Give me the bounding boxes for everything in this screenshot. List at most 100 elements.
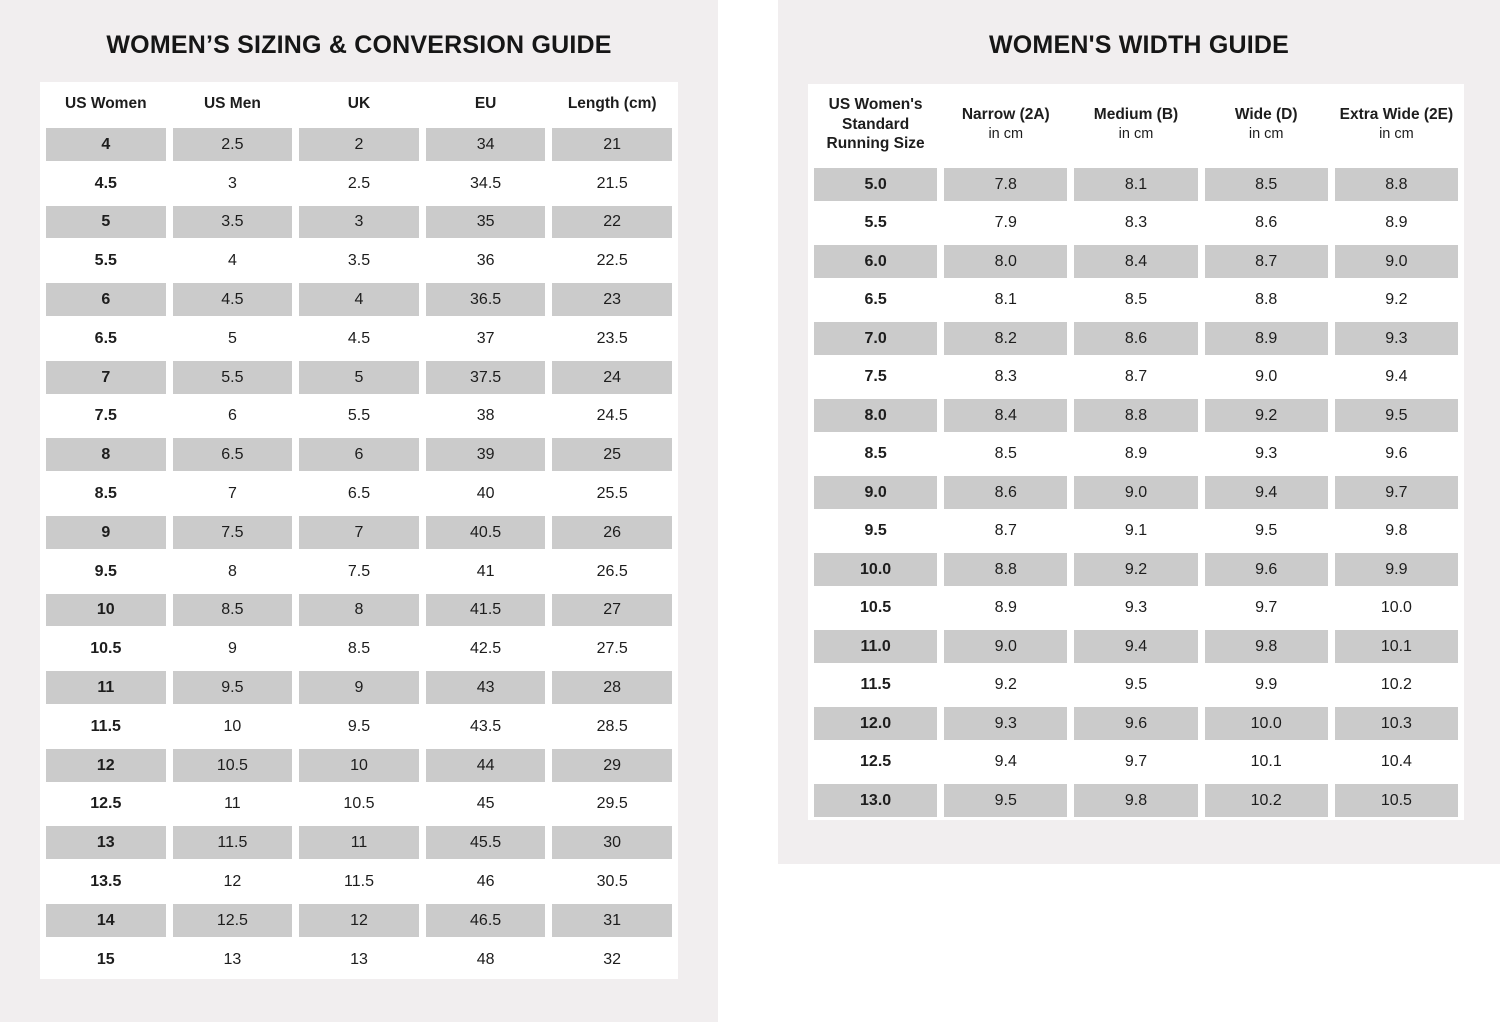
table-row: 11.5 9.2 9.5 9.9 10.2 bbox=[808, 666, 1464, 705]
table-cell: 9.7 bbox=[1334, 476, 1458, 509]
table-row: 10.5 9 8.5 42.5 27.5 bbox=[40, 629, 678, 668]
table-row: 14 12.5 12 46.5 31 bbox=[40, 901, 678, 940]
table-cell: 7.8 bbox=[944, 168, 1068, 201]
table-cell: 9 bbox=[299, 671, 419, 704]
table-cell: 39 bbox=[425, 438, 546, 472]
table-cell: 9.0 bbox=[814, 476, 938, 509]
table-row: 6.0 8.0 8.4 8.7 9.0 bbox=[808, 242, 1464, 281]
table-cell: 43 bbox=[425, 671, 546, 704]
table-cell: 8 bbox=[46, 438, 166, 472]
table-cell: 12 bbox=[223, 872, 242, 890]
table-cell: 28 bbox=[552, 671, 672, 704]
table-cell: 9.5 bbox=[347, 717, 371, 735]
table-row: 5.0 7.8 8.1 8.5 8.8 bbox=[808, 165, 1464, 204]
table-cell: 37.5 bbox=[425, 360, 546, 394]
table-cell: 9.2 bbox=[1074, 553, 1198, 586]
table-cell: 10 bbox=[223, 717, 242, 735]
table-row: 12.0 9.3 9.6 10.0 10.3 bbox=[808, 704, 1464, 743]
table-cell: 8.4 bbox=[944, 399, 1068, 432]
table-cell: 5.5 bbox=[347, 407, 371, 425]
table-cell: 34 bbox=[425, 128, 546, 161]
table-cell: 8.5 bbox=[864, 445, 887, 463]
table-cell: 32 bbox=[603, 950, 622, 968]
table-cell: 9.2 bbox=[1204, 399, 1328, 432]
table-cell: 4 bbox=[46, 128, 166, 161]
table-cell: 46.5 bbox=[425, 903, 546, 937]
table-cell: 8.6 bbox=[1074, 322, 1198, 355]
table-row: 7 5.5 5 37.5 24 bbox=[40, 358, 678, 397]
table-cell: 40.5 bbox=[425, 515, 546, 549]
table-cell: 46 bbox=[476, 872, 495, 890]
table-cell: 7 bbox=[227, 484, 237, 502]
table-cell: 23.5 bbox=[596, 329, 628, 347]
table-cell: 12.5 bbox=[90, 795, 122, 813]
table-cell: 8.9 bbox=[1124, 445, 1148, 463]
table-cell: 15 bbox=[96, 950, 115, 968]
table-cell: 10.0 bbox=[1380, 599, 1412, 617]
column-header-label: Extra Wide (2E) bbox=[1339, 105, 1454, 123]
table-cell: 6.0 bbox=[814, 245, 938, 278]
column-header: US Men bbox=[173, 82, 293, 125]
table-cell: 8.9 bbox=[994, 599, 1017, 617]
table-cell: 9.0 bbox=[944, 630, 1068, 663]
table-row: 5 3.5 3 35 22 bbox=[40, 203, 678, 242]
table-cell: 9.2 bbox=[994, 676, 1017, 694]
table-cell: 25.5 bbox=[596, 484, 628, 502]
table-row: 8.5 7 6.5 40 25.5 bbox=[40, 474, 678, 513]
table-cell: 5.5 bbox=[94, 252, 117, 270]
table-row: 5.5 7.9 8.3 8.6 8.9 bbox=[808, 204, 1464, 243]
table-cell: 5 bbox=[227, 329, 237, 347]
column-header-label: US Women bbox=[65, 94, 147, 112]
table-cell: 9.3 bbox=[944, 707, 1068, 740]
table-cell: 3 bbox=[227, 174, 237, 192]
table-cell: 30 bbox=[552, 826, 672, 860]
table-cell: 28.5 bbox=[596, 717, 628, 735]
table-cell: 10.5 bbox=[172, 748, 293, 782]
table-cell: 35 bbox=[425, 205, 546, 239]
table-cell: 8.2 bbox=[944, 322, 1068, 355]
table-cell: 11.5 bbox=[860, 676, 891, 694]
table-row: 8.5 8.5 8.9 9.3 9.6 bbox=[808, 435, 1464, 474]
table-cell: 9.3 bbox=[1334, 322, 1458, 355]
table-cell: 27 bbox=[552, 593, 672, 627]
table-cell: 9.4 bbox=[1385, 368, 1408, 386]
table-cell: 8.5 bbox=[994, 445, 1017, 463]
table-cell: 9.5 bbox=[1255, 522, 1278, 540]
table-cell: 11 bbox=[46, 671, 166, 704]
table-cell: 5 bbox=[46, 205, 166, 239]
table-row: 11.0 9.0 9.4 9.8 10.1 bbox=[808, 627, 1464, 666]
table-cell: 30.5 bbox=[596, 872, 628, 890]
table-cell: 9.6 bbox=[1204, 553, 1328, 586]
column-header-label: US Women's Standard Running Size bbox=[826, 96, 925, 153]
table-cell: 13 bbox=[46, 826, 166, 860]
table-cell: 29.5 bbox=[596, 795, 628, 813]
table-cell: 5.0 bbox=[814, 168, 938, 201]
table-cell: 41 bbox=[476, 562, 495, 580]
table-cell: 6.5 bbox=[864, 291, 887, 309]
column-header: UK bbox=[299, 82, 419, 125]
table-cell: 9.3 bbox=[1124, 599, 1148, 617]
table-cell: 10.0 bbox=[1204, 707, 1328, 740]
table-cell: 2.5 bbox=[172, 128, 293, 161]
table-row: 15 13 13 48 32 bbox=[40, 940, 678, 979]
table-row: 10 8.5 8 41.5 27 bbox=[40, 591, 678, 630]
table-cell: 8.1 bbox=[994, 291, 1017, 309]
table-cell: 9.3 bbox=[1255, 445, 1278, 463]
table-cell: 37 bbox=[476, 329, 495, 347]
table-cell: 12.5 bbox=[860, 753, 892, 771]
table-cell: 9.1 bbox=[1124, 522, 1148, 540]
table-cell: 4.5 bbox=[172, 283, 293, 316]
table-cell: 23 bbox=[552, 283, 672, 316]
table-cell: 25 bbox=[552, 438, 672, 472]
table-cell: 9.6 bbox=[1074, 707, 1198, 740]
table-cell: 11.5 bbox=[344, 872, 374, 890]
table-cell: 10.0 bbox=[814, 553, 938, 586]
table-cell: 7.5 bbox=[347, 562, 371, 580]
table-cell: 6 bbox=[299, 438, 419, 472]
table-cell: 10 bbox=[46, 593, 166, 627]
table-cell: 45.5 bbox=[425, 826, 546, 860]
table-cell: 8.6 bbox=[944, 476, 1068, 509]
table-row: 7.5 8.3 8.7 9.0 9.4 bbox=[808, 358, 1464, 397]
sizing-conversion-title: WOMEN’S SIZING & CONVERSION GUIDE bbox=[106, 31, 612, 59]
sizing-conversion-table: US Women US Men UK EU Length (cm) 4 2.5 2 34 21 4.… bbox=[40, 82, 678, 979]
